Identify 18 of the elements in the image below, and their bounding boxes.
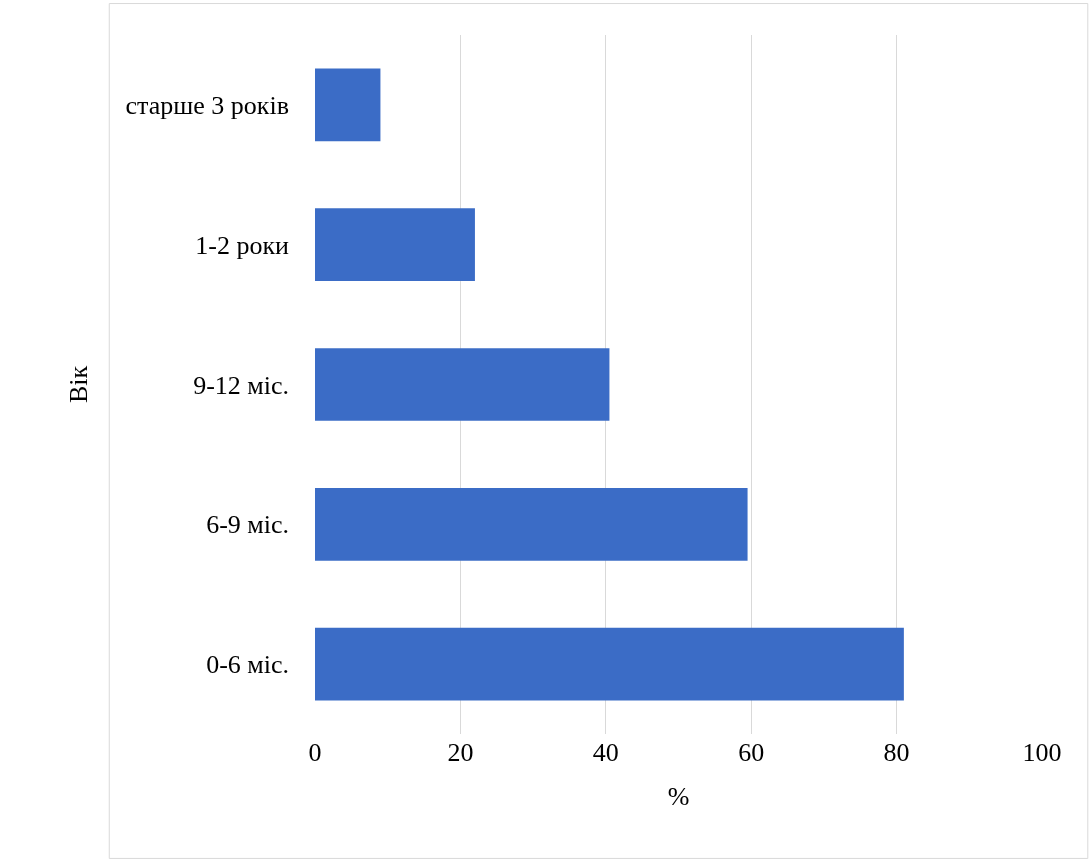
bar [315, 208, 475, 282]
bar [315, 627, 904, 701]
x-tick-label: 60 [738, 738, 765, 767]
y-tick-label: 9-12 міс. [193, 370, 289, 400]
x-tick-label: 0 [308, 738, 322, 767]
bar [315, 348, 610, 421]
y-tick-label: старше 3 років [125, 91, 289, 120]
x-axis-title: % [667, 781, 690, 811]
y-tick-label: 6-9 міс. [206, 510, 289, 540]
x-tick-label: 100 [1022, 738, 1062, 767]
y-tick-label: 1-2 роки [195, 230, 290, 260]
x-tick-label: 80 [883, 738, 910, 767]
x-tick-label: 40 [592, 738, 619, 767]
x-tick-label: 20 [447, 738, 474, 767]
bar [315, 68, 381, 142]
y-tick-label: 0-6 міс. [206, 650, 289, 680]
y-axis-title: Вік [63, 365, 93, 404]
bar [315, 487, 748, 561]
